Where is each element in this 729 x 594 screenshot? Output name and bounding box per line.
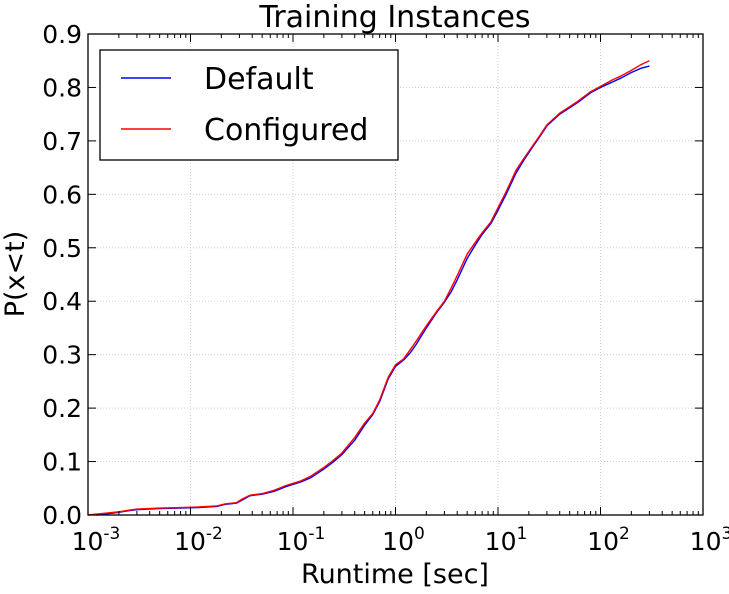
x-tick-label: 101 bbox=[485, 524, 528, 556]
legend-label-configured: Configured bbox=[204, 113, 368, 148]
legend: Default Configured bbox=[99, 49, 399, 161]
plot-series bbox=[87, 60, 650, 516]
x-tick-label: 10-2 bbox=[174, 524, 223, 556]
y-tick-label: 0.9 bbox=[42, 20, 82, 49]
y-tick-label: 0.7 bbox=[42, 127, 82, 156]
y-tick-label: 0.2 bbox=[42, 394, 82, 423]
y-tick-label: 0.4 bbox=[42, 287, 82, 316]
x-tick-label: 100 bbox=[382, 524, 425, 556]
x-tick-label: 103 bbox=[690, 524, 729, 556]
chart-title: Training Instances bbox=[258, 0, 530, 35]
y-tick-label: 0.0 bbox=[42, 501, 82, 530]
y-tick-label: 0.1 bbox=[42, 448, 82, 477]
y-tick-label: 0.6 bbox=[42, 180, 82, 209]
legend-label-default: Default bbox=[204, 62, 314, 97]
axis-ticks: 10-3 10-2 10-1 100 101 102 103 0.0 0.1 0.2 0.3 0.4 0… bbox=[42, 20, 729, 556]
series-line-configured bbox=[87, 60, 650, 516]
y-axis-label: P(x<t) bbox=[0, 231, 31, 318]
x-tick-label: 10-1 bbox=[277, 524, 326, 556]
plot-frame bbox=[87, 33, 704, 516]
x-axis-label: Runtime [sec] bbox=[301, 559, 489, 590]
x-tick-label: 10-3 bbox=[72, 524, 121, 556]
legend-box bbox=[99, 49, 399, 161]
y-tick-label: 0.5 bbox=[42, 234, 82, 263]
y-tick-label: 0.8 bbox=[42, 73, 82, 102]
y-tick-label: 0.3 bbox=[42, 341, 82, 370]
x-tick-label: 102 bbox=[587, 524, 630, 556]
